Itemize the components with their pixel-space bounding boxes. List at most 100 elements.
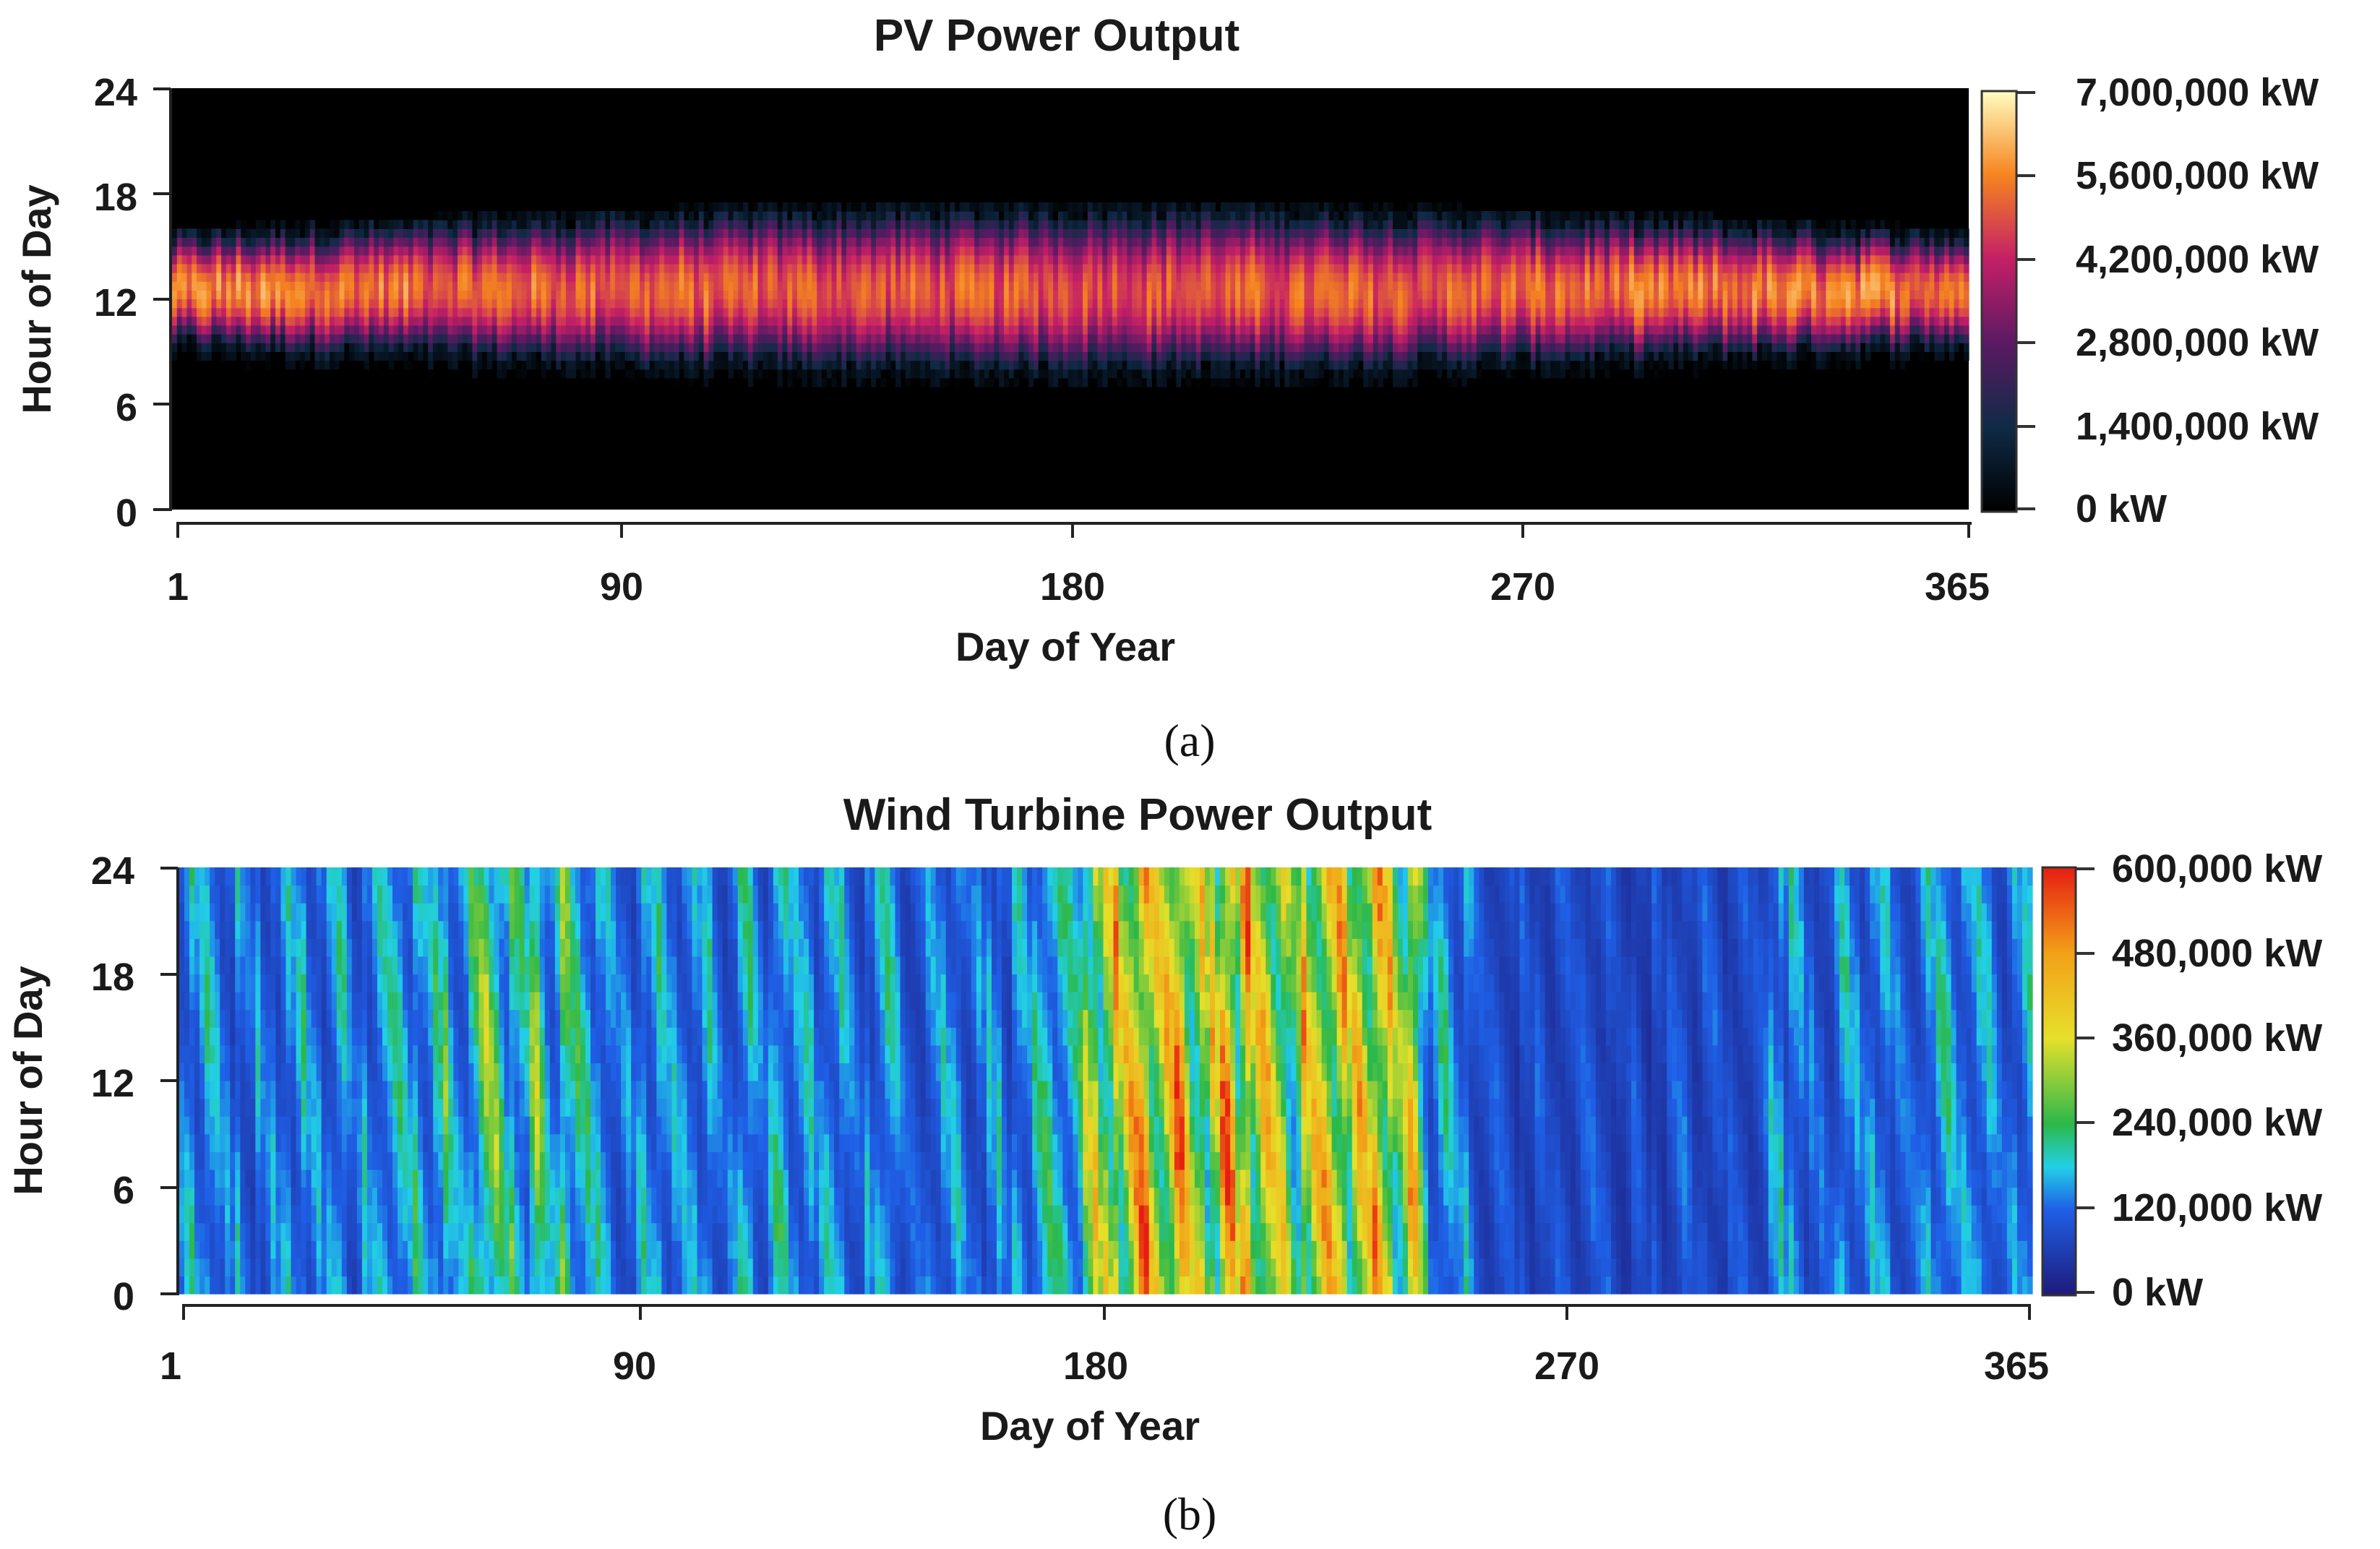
heatmap-cell	[1038, 334, 1044, 343]
heatmap-cell	[309, 299, 316, 309]
heatmap-cell	[1265, 299, 1271, 309]
heatmap-cell	[250, 290, 257, 300]
heatmap-cell	[580, 325, 586, 335]
heatmap-cell	[570, 211, 577, 220]
heatmap-cell	[1402, 316, 1409, 326]
heatmap-cell	[1190, 369, 1197, 379]
heatmap-cell	[802, 334, 808, 343]
heatmap-cell	[1339, 263, 1344, 273]
heatmap-cell	[718, 273, 724, 282]
heatmap-cell	[580, 307, 586, 317]
heatmap-cell	[802, 273, 808, 282]
heatmap-cell	[354, 290, 360, 300]
heatmap-cell	[482, 290, 488, 300]
heatmap-cell	[782, 254, 788, 265]
heatmap-cell	[1412, 290, 1418, 300]
heatmap-cell	[950, 299, 955, 309]
heatmap-cell	[565, 316, 572, 326]
heatmap-cell	[575, 299, 581, 309]
heatmap-cell	[624, 211, 631, 220]
heatmap-cell	[1161, 281, 1167, 291]
heatmap-cell	[1437, 299, 1443, 309]
heatmap-cell	[1284, 316, 1290, 326]
heatmap-cell	[206, 237, 212, 247]
heatmap-cell	[536, 220, 542, 229]
heatmap-cell	[1412, 334, 1418, 343]
heatmap-cell	[969, 334, 975, 343]
heatmap-cell	[718, 202, 724, 212]
heatmap-cell	[388, 316, 395, 326]
heatmap-cell	[1372, 246, 1379, 256]
heatmap-cell	[1412, 220, 1418, 229]
heatmap-cell	[743, 263, 749, 273]
heatmap-cell	[1304, 254, 1310, 265]
heatmap-cell	[940, 228, 945, 239]
heatmap-cell	[826, 299, 833, 309]
heatmap-cell	[1097, 360, 1103, 370]
heatmap-cell	[1117, 334, 1123, 343]
heatmap-cell	[1156, 228, 1162, 239]
heatmap-cell	[1323, 299, 1330, 309]
heatmap-cell	[349, 263, 355, 273]
heatmap-cell	[674, 325, 680, 335]
heatmap-cell	[565, 263, 572, 273]
heatmap-cell	[1447, 263, 1453, 273]
heatmap-cell	[176, 281, 183, 291]
heatmap-cell	[1200, 343, 1206, 352]
heatmap-cell	[856, 211, 862, 220]
heatmap-cell	[192, 290, 197, 300]
heatmap-cell	[664, 369, 670, 379]
heatmap-cell	[630, 237, 635, 247]
heatmap-cell	[1092, 228, 1099, 239]
heatmap-cell	[1344, 290, 1349, 300]
heatmap-cell	[1240, 307, 1246, 317]
heatmap-cell	[614, 254, 621, 265]
heatmap-cell	[1225, 307, 1231, 317]
heatmap-cell	[575, 246, 581, 256]
heatmap-cell	[413, 254, 419, 265]
heatmap-cell	[379, 228, 385, 239]
heatmap-cell	[925, 334, 931, 343]
heatmap-cell	[669, 273, 675, 282]
heatmap-cell	[1304, 290, 1310, 300]
heatmap-cell	[728, 273, 734, 282]
heatmap-cell	[743, 334, 749, 343]
heatmap-cell	[703, 290, 709, 300]
heatmap-cell	[201, 343, 207, 352]
heatmap-cell	[782, 351, 788, 361]
heatmap-cell	[757, 343, 763, 352]
heatmap-cell	[1447, 351, 1453, 361]
heatmap-cell	[270, 263, 276, 273]
heatmap-cell	[1230, 237, 1236, 247]
heatmap-cell	[1432, 237, 1438, 247]
heatmap-cell	[1122, 211, 1127, 220]
heatmap-cell	[994, 351, 1000, 361]
heatmap-cell	[664, 290, 670, 300]
heatmap-cell	[624, 334, 631, 343]
heatmap-cell	[300, 334, 306, 343]
heatmap-cell	[181, 254, 188, 265]
heatmap-cell	[1033, 360, 1039, 370]
heatmap-cell	[541, 360, 547, 370]
heatmap-cell	[369, 290, 374, 300]
heatmap-cell	[945, 360, 950, 370]
heatmap-cell	[1333, 325, 1339, 335]
heatmap-cell	[901, 360, 906, 370]
heatmap-cell	[1255, 246, 1260, 256]
heatmap-cell	[585, 237, 591, 247]
heatmap-cell	[1156, 334, 1162, 343]
heatmap-cell	[796, 263, 803, 273]
heatmap-cell	[388, 254, 395, 265]
heatmap-cell	[364, 299, 370, 309]
heatmap-cell	[507, 273, 512, 282]
heatmap-cell	[979, 237, 985, 247]
heatmap-cell	[1422, 299, 1428, 309]
heatmap-cell	[1318, 211, 1325, 220]
heatmap-cell	[619, 228, 626, 239]
heatmap-cell	[861, 343, 867, 352]
heatmap-cell	[1378, 307, 1384, 317]
heatmap-cell	[915, 263, 921, 273]
heatmap-cell	[1397, 228, 1404, 239]
heatmap-cell	[743, 343, 749, 352]
heatmap-cell	[1132, 254, 1138, 265]
